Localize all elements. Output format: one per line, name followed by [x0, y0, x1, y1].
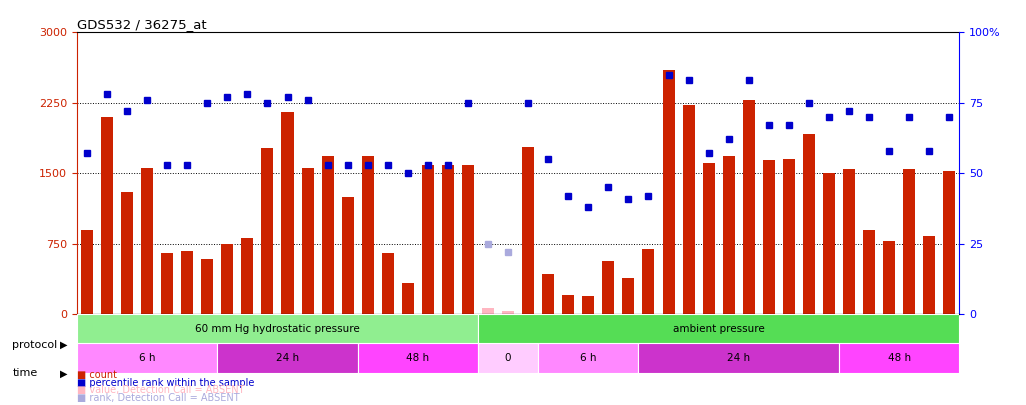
Text: 48 h: 48 h — [887, 353, 911, 363]
Bar — [402, 283, 413, 314]
Bar — [682, 104, 695, 314]
Bar — [422, 165, 434, 314]
Bar — [161, 253, 173, 314]
Bar — [638, 343, 839, 373]
Bar — [382, 253, 394, 314]
Text: ▶: ▶ — [60, 340, 67, 350]
Bar — [182, 251, 193, 314]
Text: ■ value, Detection Call = ABSENT: ■ value, Detection Call = ABSENT — [77, 385, 244, 395]
Bar — [863, 230, 875, 314]
Bar — [502, 311, 514, 314]
Text: 24 h: 24 h — [276, 353, 299, 363]
Text: protocol: protocol — [12, 340, 57, 350]
Bar — [321, 156, 333, 314]
Bar — [642, 249, 655, 314]
Text: ■ count: ■ count — [77, 370, 117, 380]
Bar — [883, 241, 895, 314]
Bar — [602, 262, 615, 314]
Bar — [77, 343, 218, 373]
Bar — [663, 70, 674, 314]
Bar — [241, 238, 253, 314]
Text: GDS532 / 36275_at: GDS532 / 36275_at — [77, 18, 206, 31]
Bar — [623, 278, 634, 314]
Text: 6 h: 6 h — [580, 353, 596, 363]
Bar — [358, 343, 478, 373]
Bar — [478, 343, 539, 373]
Bar — [803, 134, 815, 314]
Text: 6 h: 6 h — [139, 353, 155, 363]
Bar — [218, 343, 358, 373]
Bar — [562, 295, 575, 314]
Text: ▶: ▶ — [60, 369, 67, 378]
Bar — [478, 314, 959, 343]
Bar — [703, 163, 715, 314]
Bar — [81, 230, 93, 314]
Text: ■ rank, Detection Call = ABSENT: ■ rank, Detection Call = ABSENT — [77, 392, 240, 403]
Bar — [281, 112, 293, 314]
Bar — [522, 147, 535, 314]
Text: 48 h: 48 h — [406, 353, 430, 363]
Bar — [362, 156, 373, 314]
Bar — [262, 148, 274, 314]
Bar — [222, 244, 233, 314]
Bar — [823, 173, 835, 314]
Bar — [142, 168, 153, 314]
Text: time: time — [12, 369, 38, 378]
Bar — [539, 343, 638, 373]
Bar — [843, 168, 855, 314]
Bar — [943, 171, 955, 314]
Bar — [583, 296, 594, 314]
Bar — [342, 197, 354, 314]
Bar — [743, 100, 755, 314]
Text: ambient pressure: ambient pressure — [673, 324, 764, 334]
Bar — [201, 259, 213, 314]
Bar — [462, 165, 474, 314]
Bar — [101, 117, 113, 314]
Bar — [903, 168, 915, 314]
Bar — [482, 308, 495, 314]
Bar — [121, 192, 133, 314]
Bar — [542, 274, 554, 314]
Bar — [722, 156, 735, 314]
Text: 0: 0 — [505, 353, 511, 363]
Bar — [762, 160, 775, 314]
Bar — [302, 168, 314, 314]
Bar — [77, 314, 478, 343]
Text: 60 mm Hg hydrostatic pressure: 60 mm Hg hydrostatic pressure — [195, 324, 360, 334]
Text: 24 h: 24 h — [727, 353, 750, 363]
Bar — [442, 165, 453, 314]
Text: ■ percentile rank within the sample: ■ percentile rank within the sample — [77, 378, 254, 388]
Bar — [923, 236, 936, 314]
Bar — [839, 343, 959, 373]
Bar — [783, 159, 795, 314]
